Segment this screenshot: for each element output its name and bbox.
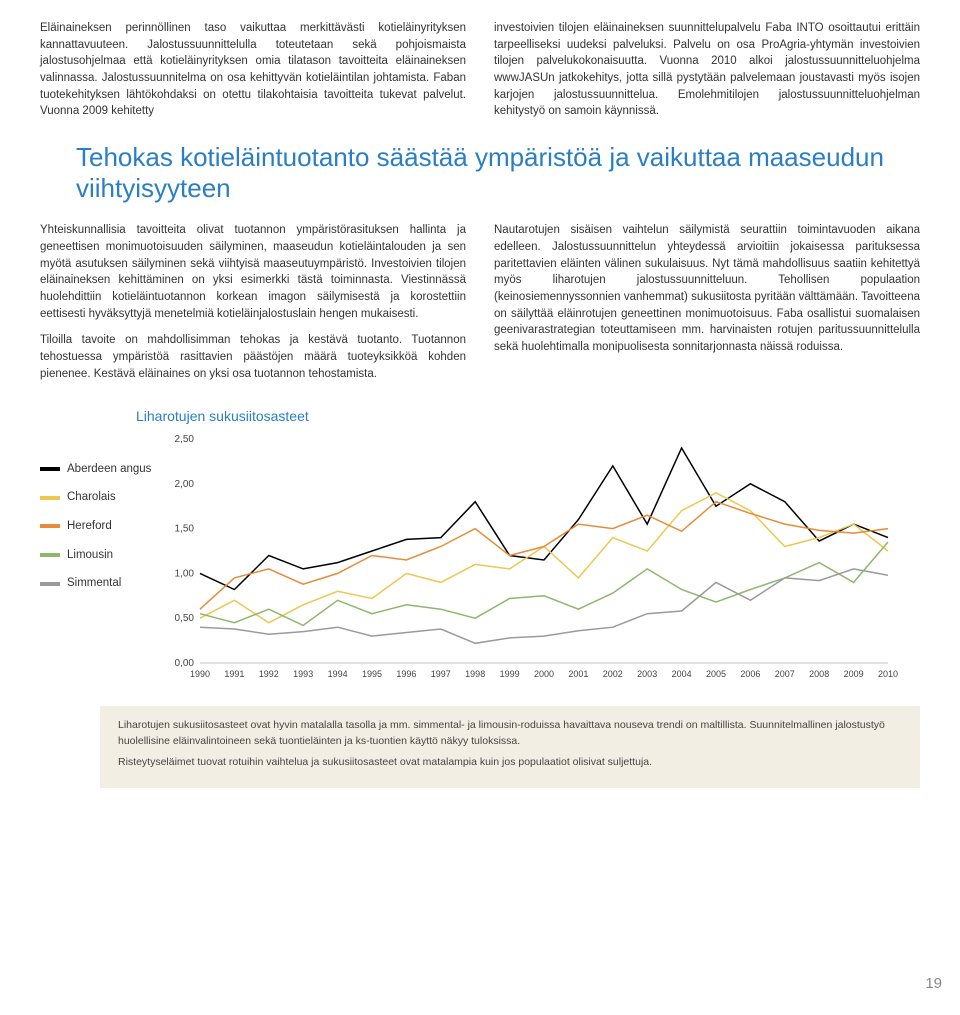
top-right-text: investoivien tilojen eläinaineksen suunn… — [494, 20, 920, 120]
legend-label: Aberdeen angus — [67, 461, 151, 478]
legend-item: Hereford — [40, 518, 160, 535]
legend-swatch — [40, 524, 60, 528]
svg-text:2004: 2004 — [672, 669, 692, 679]
svg-text:1990: 1990 — [190, 669, 210, 679]
mid-left-column: Yhteiskunnallisia tavoitteita olivat tuo… — [40, 222, 466, 392]
svg-text:2009: 2009 — [844, 669, 864, 679]
svg-text:1995: 1995 — [362, 669, 382, 679]
footer-text-2: Risteytyseläimet tuovat rotuihin vaihtel… — [118, 755, 902, 770]
svg-text:2003: 2003 — [637, 669, 657, 679]
series-line — [200, 448, 888, 590]
line-chart: 0,00 0,50 1,00 1,50 2,00 2,50 1990 1991 1992 1993… — [160, 431, 900, 691]
chart-footer-box: Liharotujen sukusiitosasteet ovat hyvin … — [100, 706, 920, 788]
svg-text:1,50: 1,50 — [175, 523, 195, 534]
series-line — [200, 493, 888, 623]
svg-text:2007: 2007 — [775, 669, 795, 679]
legend-swatch — [40, 496, 60, 500]
svg-text:2002: 2002 — [603, 669, 623, 679]
chart-title: Liharotujen sukusiitosasteet — [40, 406, 920, 426]
svg-text:1993: 1993 — [293, 669, 313, 679]
svg-text:1992: 1992 — [259, 669, 279, 679]
svg-text:2000: 2000 — [534, 669, 554, 679]
svg-text:2006: 2006 — [740, 669, 760, 679]
page-number: 19 — [925, 973, 942, 995]
legend-item: Limousin — [40, 547, 160, 564]
top-paragraph-columns: Eläinaineksen perinnöllinen taso vaikutt… — [40, 20, 920, 120]
chart-legend: Aberdeen angus Charolais Hereford Limousin S… — [40, 431, 160, 604]
svg-text:1994: 1994 — [328, 669, 348, 679]
series-line — [200, 569, 888, 643]
legend-item: Aberdeen angus — [40, 461, 160, 478]
legend-label: Limousin — [67, 547, 113, 564]
chart-area: Aberdeen angus Charolais Hereford Limousin S… — [40, 431, 920, 697]
legend-label: Charolais — [67, 489, 116, 506]
legend-swatch — [40, 467, 60, 471]
svg-text:2010: 2010 — [878, 669, 898, 679]
top-right-column: investoivien tilojen eläinaineksen suunn… — [494, 20, 920, 120]
svg-text:1996: 1996 — [396, 669, 416, 679]
legend-item: Charolais — [40, 489, 160, 506]
svg-text:0,00: 0,00 — [175, 658, 195, 669]
legend-label: Simmental — [67, 575, 121, 592]
mid-left-p2: Tiloilla tavoite on mahdollisimman tehok… — [40, 332, 466, 382]
svg-text:1999: 1999 — [500, 669, 520, 679]
top-left-text: Eläinaineksen perinnöllinen taso vaikutt… — [40, 20, 466, 120]
svg-text:1998: 1998 — [465, 669, 485, 679]
mid-right-column: Nautarotujen sisäisen vaihtelun säilymis… — [494, 222, 920, 392]
svg-text:2005: 2005 — [706, 669, 726, 679]
svg-text:2008: 2008 — [809, 669, 829, 679]
mid-left-p1: Yhteiskunnallisia tavoitteita olivat tuo… — [40, 222, 466, 322]
section-title: Tehokas kotieläintuotanto säästää ympäri… — [40, 142, 920, 204]
svg-text:2001: 2001 — [568, 669, 588, 679]
svg-text:1,00: 1,00 — [175, 568, 195, 579]
legend-swatch — [40, 582, 60, 586]
legend-swatch — [40, 553, 60, 557]
svg-text:1997: 1997 — [431, 669, 451, 679]
chart-container: 0,00 0,50 1,00 1,50 2,00 2,50 1990 1991 1992 1993… — [160, 431, 920, 697]
top-left-column: Eläinaineksen perinnöllinen taso vaikutt… — [40, 20, 466, 120]
svg-text:2,00: 2,00 — [175, 479, 195, 490]
series-line — [200, 501, 888, 609]
footer-text-1: Liharotujen sukusiitosasteet ovat hyvin … — [118, 718, 902, 748]
mid-paragraph-columns: Yhteiskunnallisia tavoitteita olivat tuo… — [40, 222, 920, 392]
legend-item: Simmental — [40, 575, 160, 592]
svg-text:1991: 1991 — [224, 669, 244, 679]
svg-text:0,50: 0,50 — [175, 613, 195, 624]
svg-text:2,50: 2,50 — [175, 434, 195, 445]
mid-right-p1: Nautarotujen sisäisen vaihtelun säilymis… — [494, 222, 920, 355]
legend-label: Hereford — [67, 518, 112, 535]
